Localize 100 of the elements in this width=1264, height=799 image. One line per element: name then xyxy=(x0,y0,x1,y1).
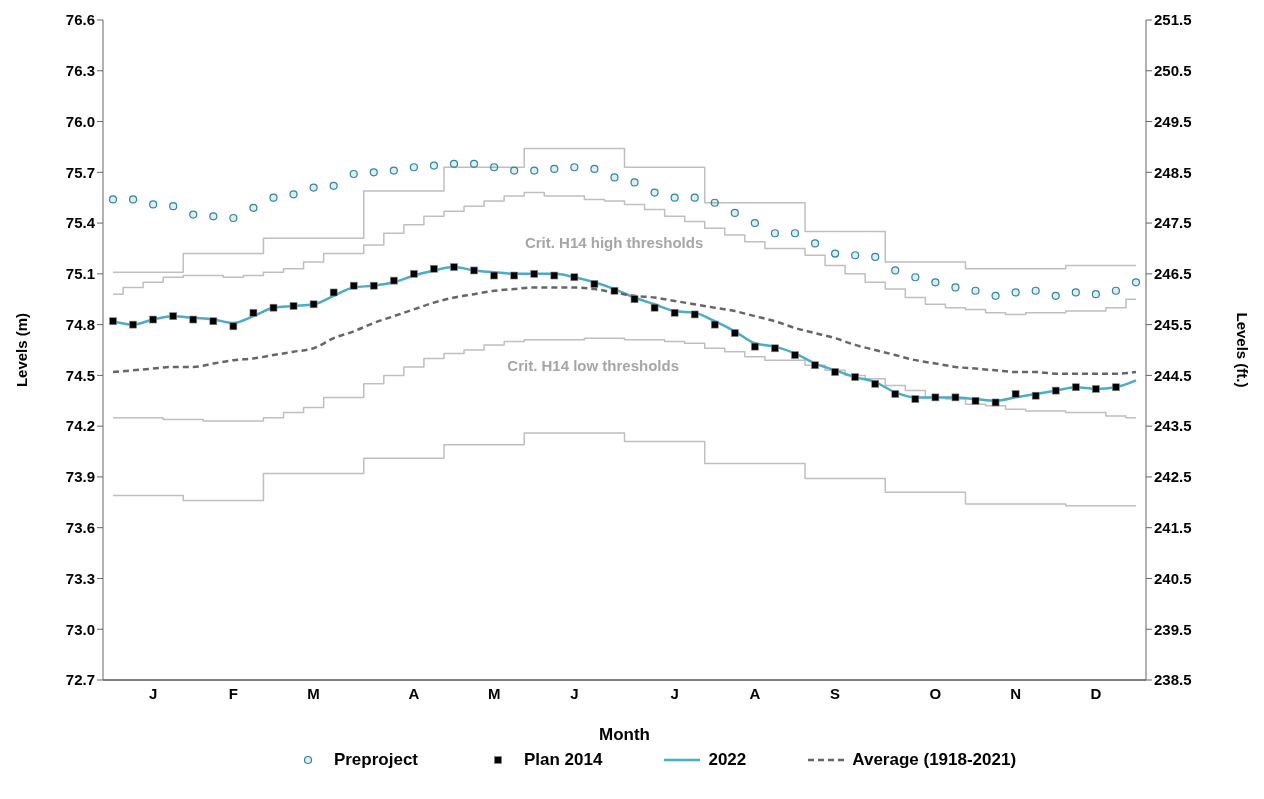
point xyxy=(149,315,157,324)
y2-tick-label: 239.5 xyxy=(1154,620,1192,638)
point xyxy=(650,303,659,312)
point xyxy=(1092,385,1100,393)
point xyxy=(349,169,358,179)
y2-tick-label: 240.5 xyxy=(1154,569,1192,587)
point xyxy=(430,264,438,273)
x-tick-label: N xyxy=(1010,684,1022,702)
point xyxy=(670,193,679,202)
y-tick-label: 75.4 xyxy=(65,214,96,232)
point xyxy=(510,166,519,175)
y2-tick-label: 248.5 xyxy=(1154,163,1192,181)
y2-tick-label: 245.5 xyxy=(1154,315,1192,333)
x-axis-title: Month xyxy=(599,725,650,744)
point xyxy=(891,266,900,275)
point xyxy=(510,271,518,280)
point xyxy=(309,183,318,192)
point xyxy=(911,273,920,282)
x-tick-label: J xyxy=(148,684,158,702)
point xyxy=(851,373,859,381)
x-tick-label: J xyxy=(570,684,579,702)
point xyxy=(831,249,840,258)
point xyxy=(710,198,719,207)
point xyxy=(229,213,238,223)
point xyxy=(1072,383,1080,392)
point xyxy=(931,393,940,402)
point xyxy=(951,283,960,292)
point xyxy=(490,163,499,172)
point xyxy=(750,218,759,228)
point xyxy=(369,168,378,177)
point xyxy=(349,281,358,290)
point xyxy=(630,295,639,304)
x-tick-label: J xyxy=(670,684,679,702)
y2-tick-label: 238.5 xyxy=(1154,671,1192,689)
point xyxy=(129,320,137,329)
point xyxy=(871,380,880,388)
x-tick-label: A xyxy=(408,684,420,702)
point xyxy=(811,361,819,370)
y2-tick-label: 251.5 xyxy=(1154,11,1192,29)
point xyxy=(390,276,398,285)
y-tick-label: 74.8 xyxy=(65,315,95,333)
point xyxy=(1051,291,1060,300)
y-tick-label: 74.5 xyxy=(65,366,95,384)
point xyxy=(1011,390,1020,398)
y-tick-label: 73.3 xyxy=(65,569,95,587)
point xyxy=(871,252,880,262)
point xyxy=(1112,383,1120,392)
point xyxy=(128,195,138,204)
point xyxy=(1031,391,1040,400)
point xyxy=(289,302,298,310)
point xyxy=(269,193,278,202)
y-tick-label: 75.7 xyxy=(65,163,95,181)
point xyxy=(469,159,479,168)
point xyxy=(630,178,639,187)
x-tick-label: M xyxy=(307,684,320,702)
x-tick-label: M xyxy=(487,684,501,702)
point xyxy=(450,263,458,271)
point xyxy=(470,266,478,275)
point xyxy=(108,195,118,204)
point xyxy=(189,315,198,324)
y-axis-title: Levels (m) xyxy=(13,312,31,388)
y-tick-label: 72.7 xyxy=(65,671,95,689)
point xyxy=(690,310,699,319)
point xyxy=(911,395,920,403)
point xyxy=(429,161,439,170)
x-tick-label: A xyxy=(749,684,761,702)
point xyxy=(149,200,158,209)
y2-tick-label: 246.5 xyxy=(1154,265,1192,283)
point xyxy=(550,271,559,280)
y-tick-label: 74.2 xyxy=(65,417,95,435)
point xyxy=(169,202,178,211)
y2-axis-title: Levels (ft.) xyxy=(1233,312,1251,388)
point xyxy=(249,203,258,212)
y2-tick-label: 242.5 xyxy=(1154,468,1192,486)
point xyxy=(309,300,318,309)
x-tick-label: D xyxy=(1090,684,1102,702)
point xyxy=(209,317,218,326)
y-tick-label: 73.0 xyxy=(65,620,95,638)
point xyxy=(790,229,800,238)
point xyxy=(449,159,459,168)
y-tick-label: 73.6 xyxy=(65,519,95,537)
y2-tick-label: 243.5 xyxy=(1154,417,1192,435)
point xyxy=(570,273,579,282)
point xyxy=(810,239,820,248)
point xyxy=(771,344,779,353)
point xyxy=(1011,288,1020,297)
point xyxy=(269,303,278,312)
point xyxy=(1071,288,1080,297)
point xyxy=(410,270,418,278)
point xyxy=(991,291,1000,300)
point xyxy=(1031,286,1040,295)
y-tick-label: 73.9 xyxy=(65,468,95,486)
x-tick-label: O xyxy=(929,684,942,702)
point xyxy=(329,288,338,297)
point xyxy=(590,164,599,174)
point xyxy=(851,251,860,260)
legend-label: Preproject xyxy=(333,750,418,770)
point xyxy=(369,281,378,290)
point xyxy=(730,208,739,218)
point xyxy=(791,351,799,359)
